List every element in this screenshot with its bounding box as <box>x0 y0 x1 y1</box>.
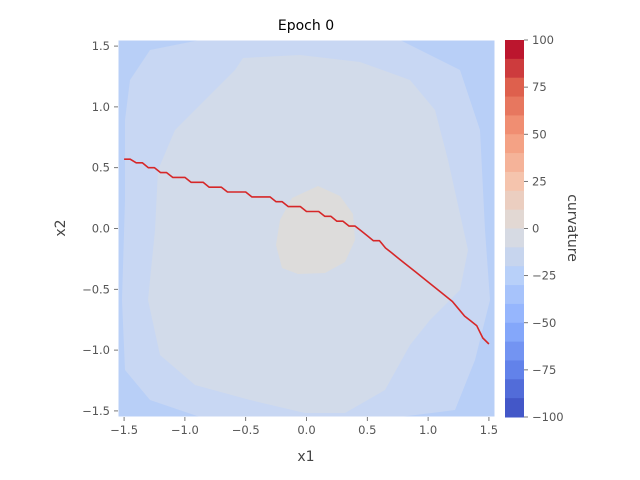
colorbar-band <box>505 40 524 60</box>
chart-title: Epoch 0 <box>278 18 334 34</box>
colorbar-band <box>505 266 524 286</box>
colorbar-band <box>505 115 524 135</box>
colorbar-band <box>505 379 524 399</box>
region-center <box>276 186 355 274</box>
series-layer <box>124 158 490 345</box>
x-tick-label: 0.0 <box>297 423 315 437</box>
series-line-0 <box>124 158 490 345</box>
x-axis-label: x1 <box>297 449 314 465</box>
colorbar-tick-label: 75 <box>532 80 547 94</box>
colorbar-band <box>505 322 524 343</box>
x-tick-label: −1.0 <box>171 423 199 437</box>
x-axis-ticks: −1.5 −1.0 −0.5 0.0 0.5 1.0 1.5 <box>110 417 498 437</box>
colorbar-tick-label: 100 <box>532 33 554 47</box>
x-tick-label: 1.5 <box>480 423 498 437</box>
colorbar-band <box>505 77 524 98</box>
x-tick-label: −1.5 <box>110 423 138 437</box>
colorbar-band <box>505 360 524 380</box>
y-axis-label: x2 <box>53 219 69 236</box>
colorbar <box>505 40 524 418</box>
x-tick-label: 1.0 <box>419 423 437 437</box>
x-tick-label: −0.5 <box>232 423 260 437</box>
colorbar-tick-label: −75 <box>532 363 556 377</box>
colorbar-band <box>505 341 524 361</box>
y-tick-label: −1.5 <box>82 404 110 418</box>
y-axis-ticks: −1.5 −1.0 −0.5 0.0 0.5 1.0 1.5 <box>82 39 118 418</box>
colorbar-ticks: 100 75 50 25 0 −25 −50 −75 −100 <box>524 33 564 424</box>
colorbar-tick-label: −100 <box>532 410 564 424</box>
colorbar-label: curvature <box>564 194 580 262</box>
colorbar-band <box>505 171 524 192</box>
x-tick-label: 0.5 <box>358 423 376 437</box>
y-tick-label: 1.5 <box>92 39 110 53</box>
colorbar-band <box>505 209 524 229</box>
colorbar-band <box>505 303 524 324</box>
colorbar-band <box>505 153 524 173</box>
colorbar-tick-label: −50 <box>532 316 556 330</box>
y-tick-label: −0.5 <box>82 282 110 296</box>
colorbar-band <box>505 398 524 418</box>
colorbar-band <box>505 58 524 79</box>
y-tick-label: 0.0 <box>92 222 110 236</box>
colorbar-tick-label: −25 <box>532 269 556 283</box>
colorbar-band <box>505 228 524 248</box>
y-tick-label: 0.5 <box>92 161 110 175</box>
colorbar-band <box>505 96 524 116</box>
y-tick-label: 1.0 <box>92 100 110 114</box>
colorbar-tick-label: 50 <box>532 127 547 141</box>
colorbar-band <box>505 190 524 211</box>
heatmap-area <box>118 40 495 417</box>
colorbar-band <box>505 285 524 305</box>
y-tick-label: −1.0 <box>82 343 110 357</box>
colorbar-tick-label: 0 <box>532 222 539 236</box>
colorbar-band <box>505 247 524 267</box>
colorbar-tick-label: 25 <box>532 174 547 188</box>
colorbar-band <box>505 134 524 154</box>
